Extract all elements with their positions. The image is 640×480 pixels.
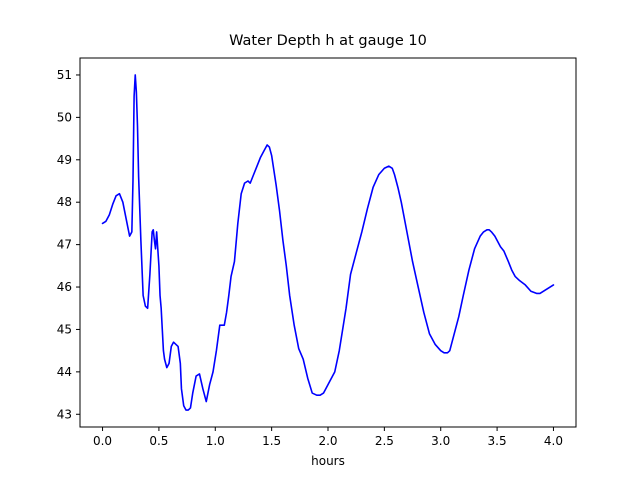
- y-tick-label: 50: [57, 110, 72, 124]
- series-line: [101, 74, 555, 411]
- y-tick-label: 48: [57, 195, 72, 209]
- x-tick-label: 2.0: [318, 434, 337, 448]
- x-tick-label: 3.5: [488, 434, 507, 448]
- y-tick-label: 44: [57, 365, 72, 379]
- x-tick-label: 2.5: [375, 434, 394, 448]
- ticks-group: 0.0 0.5 1.0 1.5 2.0 2.5 3.0 3.5 4.0 43 44 45 46 47 48 4…: [57, 68, 563, 448]
- series-line-group: [101, 74, 555, 411]
- y-tick-label: 51: [57, 68, 72, 82]
- x-axis-label: hours: [311, 454, 345, 468]
- y-tick-label: 49: [57, 153, 72, 167]
- chart-title: Water Depth h at gauge 10: [229, 33, 427, 49]
- x-tick-label: 4.0: [544, 434, 563, 448]
- axes-frame: [79, 57, 577, 428]
- x-tick-label: 0.0: [93, 434, 112, 448]
- y-tick-label: 47: [57, 238, 72, 252]
- x-tick-label: 1.0: [206, 434, 225, 448]
- x-tick-label: 0.5: [149, 434, 168, 448]
- y-tick-label: 45: [57, 322, 72, 336]
- x-tick-label: 1.5: [262, 434, 281, 448]
- x-tick-label: 3.0: [431, 434, 450, 448]
- y-tick-label: 43: [57, 407, 72, 421]
- y-tick-label: 46: [57, 280, 72, 294]
